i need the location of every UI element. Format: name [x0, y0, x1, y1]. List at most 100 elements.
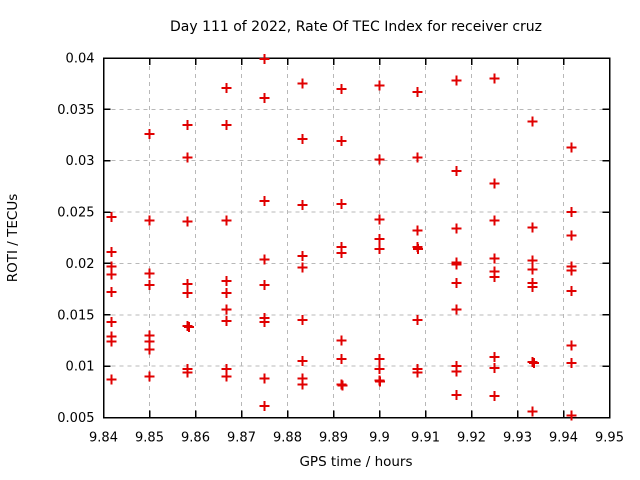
data-point-plus: [182, 119, 193, 130]
data-point-plus: [374, 80, 385, 91]
data-point-plus: [259, 195, 270, 206]
data-point-plus: [374, 376, 385, 387]
data-point-plus: [566, 230, 577, 241]
data-point-plus: [221, 275, 232, 286]
data-point-plus: [566, 340, 577, 351]
data-point-plus: [451, 259, 462, 270]
data-point-plus: [374, 214, 385, 225]
data-point-plus: [106, 212, 117, 223]
data-point-plus: [412, 367, 423, 378]
data-point-plus: [489, 73, 500, 84]
y-tick-labels: 0.005 0.01 0.015 0.02 0.025 0.03 0.035 0.04: [57, 52, 94, 427]
x-axis-label: GPS time / hours: [299, 454, 412, 470]
data-point-plus: [221, 288, 232, 299]
data-point-plus: [566, 410, 577, 421]
data-point-plus: [527, 264, 538, 275]
data-point-plus: [144, 268, 155, 279]
data-point-plus: [182, 216, 193, 227]
y-tick-label: 0.02: [66, 257, 95, 272]
y-tick-label: 0.005: [57, 411, 94, 426]
data-point-plus: [259, 254, 270, 265]
data-point-plus: [489, 351, 500, 362]
x-tick-label: 9.95: [595, 431, 624, 446]
data-point-plus: [566, 358, 577, 369]
data-point-plus: [451, 277, 462, 288]
plot-border: [102, 57, 611, 419]
data-point-plus: [106, 316, 117, 327]
data-point-plus: [259, 93, 270, 104]
x-tick-label: 9.93: [503, 431, 532, 446]
data-point-plus: [451, 165, 462, 176]
data-point-plus: [221, 315, 232, 326]
data-point-plus: [451, 75, 462, 86]
data-point-plus: [413, 244, 424, 255]
chart-title: Day 111 of 2022, Rate Of TEC Index for r…: [170, 19, 542, 35]
y-axis-label: ROTI / TECUs: [5, 194, 21, 282]
data-point-plus: [259, 401, 270, 412]
data-point-plus: [106, 374, 117, 385]
x-tick-label: 9.89: [319, 431, 348, 446]
y-tick-label: 0.04: [66, 52, 95, 67]
data-point-plus: [106, 336, 117, 347]
data-point-plus: [297, 356, 308, 367]
data-point-plus: [297, 379, 308, 390]
data-point-plus: [221, 119, 232, 130]
data-point-plus: [336, 136, 347, 147]
data-point-plus: [221, 82, 232, 93]
data-point-plus: [182, 288, 193, 299]
data-point-plus: [182, 152, 193, 163]
data-point-plus: [566, 286, 577, 297]
data-point-plus: [527, 116, 538, 127]
data-point-plus: [489, 253, 500, 264]
data-point-plus: [184, 322, 195, 333]
data-point-plus: [527, 255, 538, 266]
data-point-plus: [566, 265, 577, 276]
data-point-plus: [259, 54, 270, 65]
data-point-plus: [529, 358, 540, 369]
data-points: [106, 54, 577, 421]
data-point-plus: [527, 406, 538, 417]
x-tick-label: 9.92: [457, 431, 486, 446]
plot-border-rect: [102, 57, 611, 419]
data-point-plus: [144, 279, 155, 290]
data-point-plus: [297, 134, 308, 145]
data-point-plus: [182, 278, 193, 289]
x-tick-label: 9.86: [181, 431, 210, 446]
data-point-plus: [221, 304, 232, 315]
data-point-plus: [374, 244, 385, 255]
data-point-plus: [489, 178, 500, 189]
y-tick-label: 0.03: [66, 154, 95, 169]
data-point-plus: [412, 225, 423, 236]
data-point-plus: [451, 304, 462, 315]
data-point-plus: [182, 321, 193, 332]
data-point-plus: [374, 154, 385, 165]
data-point-plus: [412, 152, 423, 163]
data-point-plus: [144, 371, 155, 382]
data-point-plus: [451, 389, 462, 400]
x-tick-labels: 9.84 9.85 9.86 9.87 9.88 9.89 9.9 9.91 9.92 9.93 9…: [89, 431, 624, 446]
data-point-plus: [336, 335, 347, 346]
data-point-plus: [374, 233, 385, 244]
data-point-plus: [297, 78, 308, 89]
data-point-plus: [489, 390, 500, 401]
data-point-plus: [527, 282, 538, 293]
data-point-plus: [527, 222, 538, 233]
y-tick-label: 0.01: [66, 360, 95, 375]
data-point-plus: [489, 363, 500, 374]
data-point-plus: [106, 287, 117, 298]
data-point-plus: [106, 247, 117, 258]
x-tick-label: 9.9: [369, 431, 390, 446]
data-point-plus: [221, 215, 232, 226]
data-point-plus: [451, 366, 462, 377]
y-tick-label: 0.025: [57, 206, 94, 221]
data-point-plus: [527, 357, 538, 368]
data-point-plus: [336, 379, 347, 390]
data-point-plus: [259, 373, 270, 384]
y-tick-label: 0.015: [57, 308, 94, 323]
x-tick-label: 9.87: [227, 431, 256, 446]
data-point-plus: [297, 314, 308, 325]
x-tick-label: 9.91: [411, 431, 440, 446]
data-point-plus: [336, 83, 347, 94]
